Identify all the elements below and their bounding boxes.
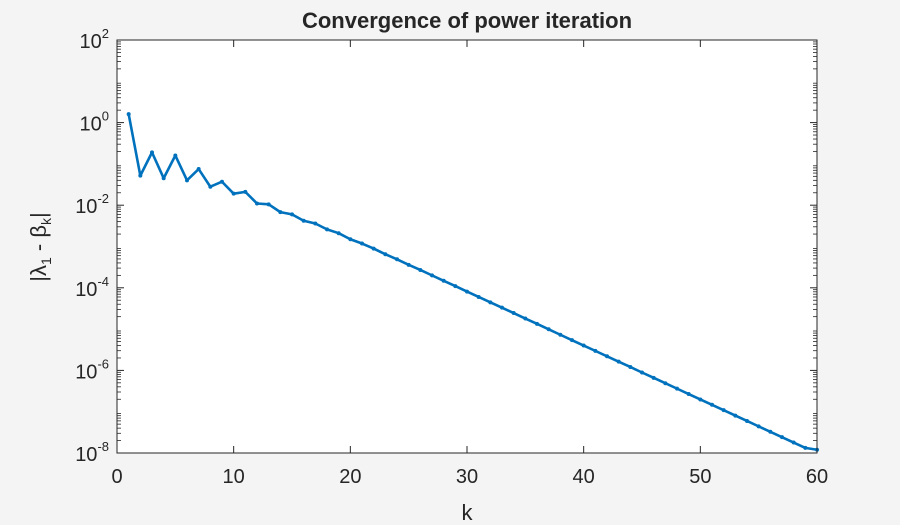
y-tick-base: 10 [75, 444, 97, 466]
data-point [220, 179, 224, 184]
y-tick-exponent: 2 [102, 26, 109, 41]
data-point [721, 408, 726, 413]
data-point [651, 375, 656, 380]
x-tick-label: 0 [111, 466, 122, 488]
data-point [185, 178, 189, 183]
y-label-post: | [26, 212, 51, 218]
y-tick-label: 102 [80, 26, 109, 53]
data-point [406, 262, 411, 267]
x-tick-labels: 0 10 20 30 40 50 60 [111, 466, 828, 488]
y-label-pre: |λ [26, 265, 51, 282]
y-tick-exponent: 0 [102, 109, 109, 124]
data-point [698, 397, 703, 402]
y-tick-base: 10 [80, 114, 102, 136]
y-tick-base: 10 [75, 196, 97, 218]
data-point [803, 445, 808, 450]
data-point [453, 284, 458, 289]
data-point [126, 112, 131, 117]
data-point [196, 167, 201, 172]
data-point [605, 354, 609, 359]
y-tick-base: 10 [75, 279, 97, 301]
y-tick-exponent: -4 [97, 274, 109, 289]
y-tick-exponent: -6 [97, 356, 109, 371]
data-point [395, 257, 399, 262]
data-point [756, 424, 761, 429]
data-point [581, 343, 586, 348]
data-point [593, 348, 598, 353]
data-point [336, 231, 341, 236]
data-point [745, 418, 749, 423]
data-point [500, 305, 504, 310]
x-tick-label: 50 [689, 466, 711, 488]
data-point [465, 289, 469, 294]
data-point [488, 300, 493, 305]
data-point [663, 381, 668, 386]
data-point [231, 191, 236, 196]
x-axis-label: k [462, 500, 474, 525]
series-layer [126, 112, 819, 452]
y-tick-label: 10-2 [75, 191, 109, 218]
y-axis-label: |λ1 - βk| [26, 212, 54, 281]
y-tick-base: 10 [75, 361, 97, 383]
y-tick-label: 10-6 [75, 356, 109, 383]
x-tick-label: 20 [339, 466, 361, 488]
data-point [325, 227, 329, 232]
data-point [686, 392, 691, 397]
data-point [290, 212, 294, 217]
y-label-sub2: k [38, 217, 54, 225]
x-tick-label: 40 [573, 466, 595, 488]
x-tick-label: 30 [456, 466, 478, 488]
x-tick-label: 10 [223, 466, 245, 488]
data-point [733, 413, 738, 418]
data-point [173, 153, 178, 158]
data-point [266, 202, 271, 207]
data-point [710, 402, 714, 407]
chart-title: Convergence of power iteration [302, 8, 632, 33]
data-point [360, 241, 364, 246]
x-tick-label: 60 [806, 466, 828, 488]
data-point [430, 273, 434, 278]
data-point [301, 218, 306, 223]
data-point [313, 221, 318, 226]
data-point [441, 278, 446, 283]
plot-area [117, 40, 817, 453]
y-tick-exponent: -2 [97, 191, 109, 206]
data-point [138, 173, 143, 178]
data-point [348, 237, 353, 242]
data-point [278, 210, 283, 215]
data-point [208, 184, 213, 189]
y-tick-label: 100 [80, 109, 109, 136]
data-point [616, 359, 621, 364]
y-label-mid: - β [26, 225, 51, 257]
data-point [570, 338, 574, 343]
data-point [675, 386, 679, 391]
data-point [768, 429, 773, 434]
data-point [791, 440, 796, 445]
data-point [535, 321, 539, 326]
data-point [523, 316, 528, 321]
y-label-sub1: 1 [38, 257, 54, 265]
axes-box [116, 39, 818, 454]
y-tick-base: 10 [80, 31, 102, 53]
y-tick-label: 10-8 [75, 439, 109, 466]
data-point [476, 294, 481, 299]
y-tick-exponent: -8 [97, 439, 109, 454]
data-point [558, 332, 563, 337]
y-tick-label: 10-4 [75, 274, 109, 301]
data-point [255, 201, 259, 206]
data-point [371, 246, 376, 251]
data-point [418, 267, 423, 272]
data-point [628, 364, 633, 369]
data-point [780, 435, 784, 440]
data-point [150, 150, 154, 155]
data-point [161, 176, 166, 181]
data-point [546, 327, 551, 332]
data-point [383, 252, 388, 257]
data-point [243, 189, 248, 194]
data-point [640, 370, 644, 375]
data-point [511, 311, 516, 316]
